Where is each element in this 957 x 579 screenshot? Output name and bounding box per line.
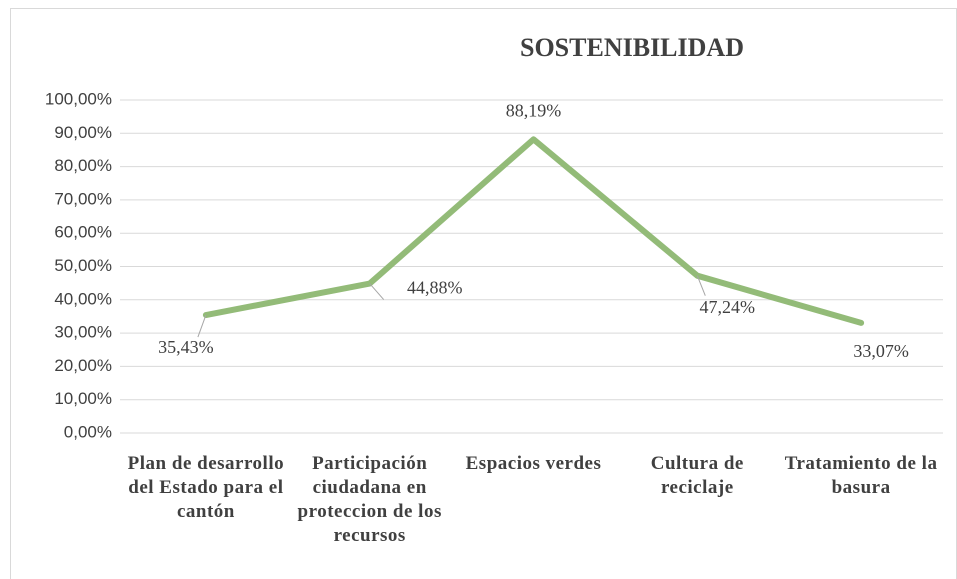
y-tick-label: 20,00% xyxy=(54,356,112,375)
y-tick-label: 50,00% xyxy=(54,256,112,275)
data-label: 88,19% xyxy=(506,100,562,120)
x-tick-label: Cultura de reciclaje xyxy=(650,453,744,498)
y-tick-label: 30,00% xyxy=(54,323,112,342)
data-label: 47,24% xyxy=(700,297,756,317)
leader-line xyxy=(197,314,207,338)
y-tick-label: 10,00% xyxy=(54,389,112,408)
y-tick-label: 40,00% xyxy=(54,289,112,308)
x-tick-label: Tratamiento de la basura xyxy=(784,453,938,498)
x-tick-label: Plan de desarrollo del Estado para el ca… xyxy=(127,453,285,522)
x-tick-label: Espacios verdes xyxy=(465,453,602,474)
leader-line xyxy=(696,275,706,296)
y-tick-label: 70,00% xyxy=(54,189,112,208)
y-tick-label: 100,00% xyxy=(45,89,112,108)
y-tick-label: 80,00% xyxy=(54,156,112,175)
y-tick-label: 0,00% xyxy=(64,422,112,441)
leader-line xyxy=(369,283,385,300)
data-label: 44,88% xyxy=(407,278,463,298)
data-label: 33,07% xyxy=(853,341,909,361)
data-label: 35,43% xyxy=(158,337,214,357)
chart-title: SOSTENIBILIDAD xyxy=(520,33,744,62)
y-tick-label: 90,00% xyxy=(54,123,112,142)
line xyxy=(202,136,865,326)
x-tick-label: Participación ciudadana en proteccion de… xyxy=(297,453,442,546)
y-tick-label: 60,00% xyxy=(54,223,112,242)
